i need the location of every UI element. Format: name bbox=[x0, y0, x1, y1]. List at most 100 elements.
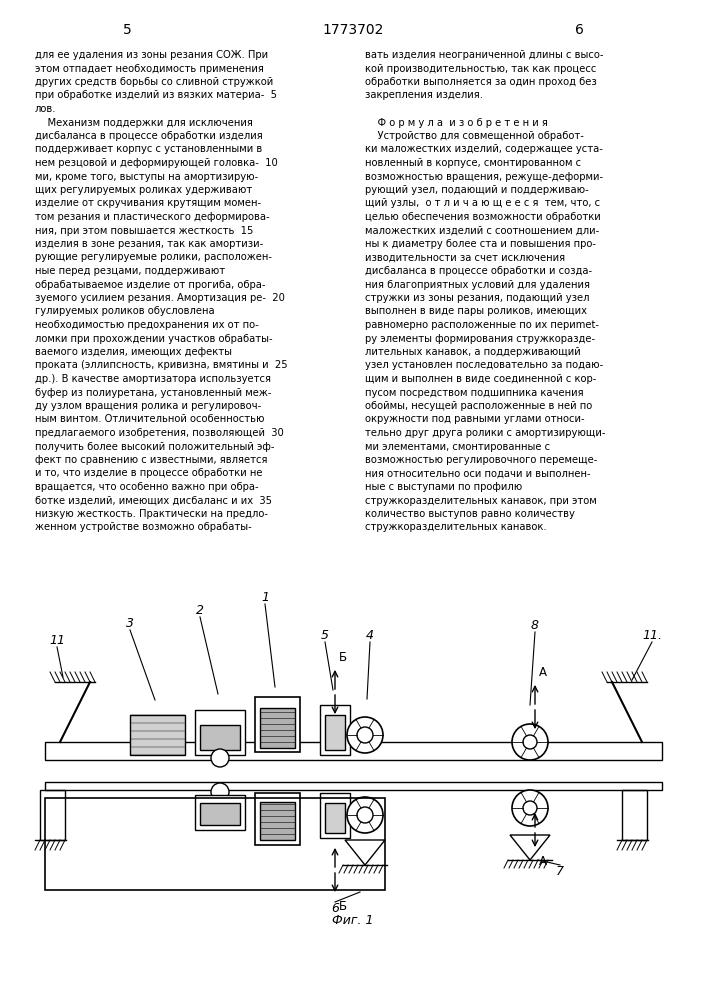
Text: фект по сравнению с известными, является: фект по сравнению с известными, является bbox=[35, 455, 267, 465]
Bar bbox=[622, 790, 647, 840]
Text: 3: 3 bbox=[126, 617, 134, 630]
Text: новленный в корпусе, смонтированном с: новленный в корпусе, смонтированном с bbox=[365, 158, 581, 168]
Text: проката (эллипсность, кривизна, вмятины и  25: проката (эллипсность, кривизна, вмятины … bbox=[35, 360, 288, 370]
Text: рующие регулируемые ролики, расположен-: рующие регулируемые ролики, расположен- bbox=[35, 252, 272, 262]
Text: рующий узел, подающий и поддерживаю-: рующий узел, подающий и поддерживаю- bbox=[365, 185, 589, 195]
Text: узел установлен последовательно за подаю-: узел установлен последовательно за подаю… bbox=[365, 360, 603, 370]
Text: дисбаланса в процессе обработки изделия: дисбаланса в процессе обработки изделия bbox=[35, 131, 263, 141]
Text: возможностью регулировочного перемеще-: возможностью регулировочного перемеще- bbox=[365, 455, 597, 465]
Text: Фиг. 1: Фиг. 1 bbox=[332, 914, 374, 926]
Text: стружкоразделительных канавок, при этом: стружкоразделительных канавок, при этом bbox=[365, 495, 597, 506]
Circle shape bbox=[347, 717, 383, 753]
Text: буфер из полиуретана, установленный меж-: буфер из полиуретана, установленный меж- bbox=[35, 387, 271, 397]
Text: 5: 5 bbox=[321, 629, 329, 642]
Text: ботке изделий, имеющих дисбаланс и их  35: ботке изделий, имеющих дисбаланс и их 35 bbox=[35, 495, 272, 506]
Bar bbox=[260, 708, 295, 748]
Text: 5: 5 bbox=[123, 23, 132, 37]
Text: щим и выполнен в виде соединенной с кор-: щим и выполнен в виде соединенной с кор- bbox=[365, 374, 597, 384]
Bar bbox=[255, 793, 300, 845]
Text: вать изделия неограниченной длины с высо-: вать изделия неограниченной длины с высо… bbox=[365, 50, 604, 60]
Text: других средств борьбы со сливной стружкой: других средств борьбы со сливной стружко… bbox=[35, 77, 273, 87]
Text: вращается, что особенно важно при обра-: вращается, что особенно важно при обра- bbox=[35, 482, 259, 492]
Text: 6: 6 bbox=[331, 902, 339, 915]
Circle shape bbox=[523, 735, 537, 749]
Text: Ф о р м у л а  и з о б р е т е н и я: Ф о р м у л а и з о б р е т е н и я bbox=[365, 117, 548, 127]
Text: низкую жесткость. Практически на предло-: низкую жесткость. Практически на предло- bbox=[35, 509, 268, 519]
Text: 1773702: 1773702 bbox=[323, 23, 384, 37]
Text: нем резцовой и деформирующей головка-  10: нем резцовой и деформирующей головка- 10 bbox=[35, 158, 278, 168]
Text: ваемого изделия, имеющих дефекты: ваемого изделия, имеющих дефекты bbox=[35, 347, 232, 357]
Text: ми элементами, смонтированные с: ми элементами, смонтированные с bbox=[365, 442, 550, 452]
Circle shape bbox=[512, 724, 548, 760]
Circle shape bbox=[211, 783, 229, 801]
Text: ния благоприятных условий для удаления: ния благоприятных условий для удаления bbox=[365, 279, 590, 290]
Circle shape bbox=[357, 727, 373, 743]
Text: кой производительностью, так как процесс: кой производительностью, так как процесс bbox=[365, 64, 597, 74]
Circle shape bbox=[357, 807, 373, 823]
Text: ния относительно оси подачи и выполнен-: ния относительно оси подачи и выполнен- bbox=[365, 468, 590, 479]
Text: поддерживает корпус с установленными в: поддерживает корпус с установленными в bbox=[35, 144, 262, 154]
Text: ду узлом вращения ролика и регулировоч-: ду узлом вращения ролика и регулировоч- bbox=[35, 401, 262, 411]
Text: равномерно расположенные по их периmet-: равномерно расположенные по их периmet- bbox=[365, 320, 599, 330]
Text: ломки при прохождении участков обрабаты-: ломки при прохождении участков обрабаты- bbox=[35, 334, 273, 344]
Bar bbox=[320, 705, 350, 755]
Circle shape bbox=[211, 749, 229, 767]
Bar bbox=[195, 710, 245, 755]
Text: 8: 8 bbox=[531, 619, 539, 632]
Text: лительных канавок, а поддерживающий: лительных канавок, а поддерживающий bbox=[365, 347, 580, 357]
Bar bbox=[45, 742, 662, 760]
Text: 11: 11 bbox=[49, 634, 65, 647]
Text: ным винтом. Отличительной особенностью: ным винтом. Отличительной особенностью bbox=[35, 414, 264, 424]
Circle shape bbox=[523, 801, 537, 815]
Bar bbox=[45, 798, 385, 890]
Bar bbox=[130, 715, 185, 755]
Text: зуемого усилием резания. Амортизация ре-  20: зуемого усилием резания. Амортизация ре-… bbox=[35, 293, 285, 303]
Bar bbox=[320, 793, 350, 838]
Text: изводительности за счет исключения: изводительности за счет исключения bbox=[365, 252, 565, 262]
Text: 7: 7 bbox=[556, 865, 564, 878]
Text: обрабатываемое изделие от прогиба, обра-: обрабатываемое изделие от прогиба, обра- bbox=[35, 279, 266, 290]
Text: щий узлы,  о т л и ч а ю щ е е с я  тем, что, с: щий узлы, о т л и ч а ю щ е е с я тем, ч… bbox=[365, 198, 600, 209]
Text: маложестких изделий с соотношением дли-: маложестких изделий с соотношением дли- bbox=[365, 226, 600, 235]
Text: и то, что изделие в процессе обработки не: и то, что изделие в процессе обработки н… bbox=[35, 468, 262, 479]
Text: гулируемых роликов обусловлена: гулируемых роликов обусловлена bbox=[35, 306, 215, 316]
Text: Б: Б bbox=[339, 900, 347, 913]
Text: закрепления изделия.: закрепления изделия. bbox=[365, 91, 483, 101]
Text: изделие от скручивания крутящим момен-: изделие от скручивания крутящим момен- bbox=[35, 198, 261, 209]
Text: выполнен в виде пары роликов, имеющих: выполнен в виде пары роликов, имеющих bbox=[365, 306, 587, 316]
Text: получить более высокий положительный эф-: получить более высокий положительный эф- bbox=[35, 442, 274, 452]
Text: обработки выполняется за один проход без: обработки выполняется за один проход без bbox=[365, 77, 597, 87]
Text: необходимостью предохранения их от по-: необходимостью предохранения их от по- bbox=[35, 320, 259, 330]
Text: предлагаемого изобретения, позволяющей  30: предлагаемого изобретения, позволяющей 3… bbox=[35, 428, 284, 438]
Text: А: А bbox=[539, 855, 547, 868]
Text: для ее удаления из зоны резания СОЖ. При: для ее удаления из зоны резания СОЖ. При bbox=[35, 50, 268, 60]
Circle shape bbox=[347, 797, 383, 833]
Bar bbox=[260, 802, 295, 840]
Text: щих регулируемых роликах удерживают: щих регулируемых роликах удерживают bbox=[35, 185, 252, 195]
Text: ми, кроме того, выступы на амортизирую-: ми, кроме того, выступы на амортизирую- bbox=[35, 172, 258, 182]
Text: Б: Б bbox=[339, 651, 347, 664]
Text: 11.: 11. bbox=[642, 629, 662, 642]
Bar bbox=[40, 790, 65, 840]
Bar bbox=[200, 725, 240, 750]
Text: тельно друг друга ролики с амортизирующи-: тельно друг друга ролики с амортизирующи… bbox=[365, 428, 605, 438]
Text: этом отпадает необходимость применения: этом отпадает необходимость применения bbox=[35, 64, 264, 74]
Bar bbox=[195, 795, 245, 830]
Text: др.). В качестве амортизатора используется: др.). В качестве амортизатора использует… bbox=[35, 374, 271, 384]
Text: обоймы, несущей расположенные в ней по: обоймы, несущей расположенные в ней по bbox=[365, 401, 592, 411]
Text: при обработке изделий из вязких материа-  5: при обработке изделий из вязких материа-… bbox=[35, 91, 277, 101]
Text: изделия в зоне резания, так как амортизи-: изделия в зоне резания, так как амортизи… bbox=[35, 239, 263, 249]
Text: А: А bbox=[539, 666, 547, 679]
Text: стружкоразделительных канавок.: стружкоразделительных канавок. bbox=[365, 522, 547, 532]
Text: целью обеспечения возможности обработки: целью обеспечения возможности обработки bbox=[365, 212, 601, 222]
Text: 4: 4 bbox=[366, 629, 374, 642]
Text: ные с выступами по профилю: ные с выступами по профилю bbox=[365, 482, 522, 492]
Text: количество выступов равно количеству: количество выступов равно количеству bbox=[365, 509, 575, 519]
Text: 6: 6 bbox=[575, 23, 584, 37]
Text: том резания и пластического деформирова-: том резания и пластического деформирова- bbox=[35, 212, 269, 222]
Circle shape bbox=[512, 790, 548, 826]
Text: лов.: лов. bbox=[35, 104, 57, 114]
Text: стружки из зоны резания, подающий узел: стружки из зоны резания, подающий узел bbox=[365, 293, 590, 303]
Text: ные перед резцами, поддерживают: ные перед резцами, поддерживают bbox=[35, 266, 225, 276]
Text: ны к диаметру более ста и повышения про-: ны к диаметру более ста и повышения про- bbox=[365, 239, 596, 249]
